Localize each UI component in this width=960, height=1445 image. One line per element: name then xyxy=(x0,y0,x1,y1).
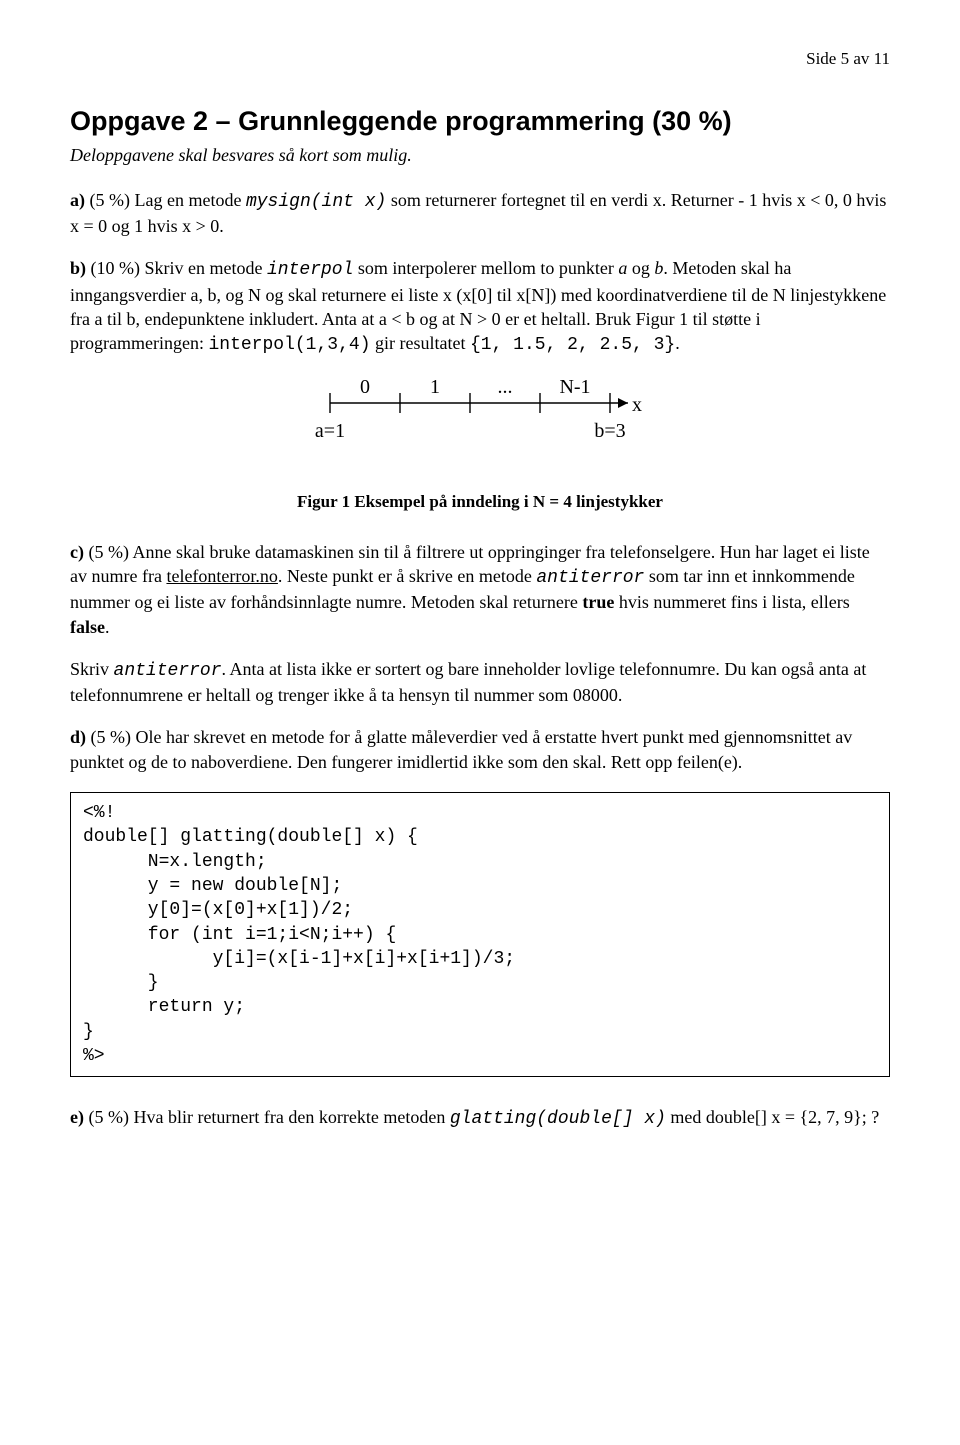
text: (5 %) Ole har skrevet en metode for å gl… xyxy=(70,727,852,771)
text: og xyxy=(627,258,654,278)
paragraph-c: c) (5 %) Anne skal bruke datamaskinen si… xyxy=(70,540,890,639)
link-text: telefonterror.no xyxy=(166,566,277,586)
text: som interpolerer mellom to punkter xyxy=(353,258,618,278)
paragraph-a: a) (5 %) Lag en metode mysign(int x) som… xyxy=(70,188,890,239)
paragraph-b: b) (10 %) Skriv en metode interpol som i… xyxy=(70,256,890,357)
bool-false: false xyxy=(70,617,105,637)
label-e: e) xyxy=(70,1107,84,1127)
paragraph-d: d) (5 %) Ole har skrevet en metode for å… xyxy=(70,725,890,774)
label-b: b) xyxy=(70,258,86,278)
svg-text:a=1: a=1 xyxy=(315,420,345,442)
svg-text:...: ... xyxy=(498,376,513,398)
code-inline: mysign(int x) xyxy=(246,192,386,212)
paragraph-e: e) (5 %) Hva blir returnert fra den korr… xyxy=(70,1105,890,1131)
text: med double[] x = {2, 7, 9}; ? xyxy=(666,1107,879,1127)
figure-caption: Figur 1 Eksempel på inndeling i N = 4 li… xyxy=(70,491,890,514)
code-inline: interpol(1,3,4) xyxy=(208,335,370,355)
text: (10 %) Skriv en metode xyxy=(86,258,267,278)
code-inline: antiterror xyxy=(114,661,222,681)
label-a: a) xyxy=(70,190,85,210)
svg-text:0: 0 xyxy=(360,376,370,398)
code-inline: antiterror xyxy=(536,568,644,588)
subtitle: Deloppgavene skal besvares så kort som m… xyxy=(70,143,890,167)
code-block: <%! double[] glatting(double[] x) { N=x.… xyxy=(70,792,890,1077)
paragraph-c2: Skriv antiterror. Anta at lista ikke er … xyxy=(70,657,890,708)
text: hvis nummeret fins i lista, ellers xyxy=(614,592,849,612)
svg-text:x: x xyxy=(632,394,642,416)
svg-text:N-1: N-1 xyxy=(559,376,590,398)
text: (5 %) Lag en metode xyxy=(85,190,246,210)
var-a: a xyxy=(618,258,627,278)
page-number: Side 5 av 11 xyxy=(70,48,890,71)
svg-text:b=3: b=3 xyxy=(594,420,625,442)
figure-1: 0 1... N-1 x a=1 b=3 Figur 1 Eksempel på innd… xyxy=(70,375,890,513)
text: . xyxy=(675,333,680,353)
label-c: c) xyxy=(70,542,84,562)
code-inline: {1, 1.5, 2, 2.5, 3} xyxy=(470,335,675,355)
text: Skriv xyxy=(70,659,114,679)
text: . Neste punkt er å skrive en metode xyxy=(278,566,536,586)
text: gir resultatet xyxy=(371,333,470,353)
page-title: Oppgave 2 – Grunnleggende programmering … xyxy=(70,103,890,139)
number-line-diagram: 0 1... N-1 x a=1 b=3 xyxy=(310,375,650,470)
bool-true: true xyxy=(582,592,614,612)
label-d: d) xyxy=(70,727,86,747)
svg-text:1: 1 xyxy=(430,376,440,398)
text: . xyxy=(105,617,110,637)
var-b: b xyxy=(654,258,663,278)
text: (5 %) Hva blir returnert fra den korrekt… xyxy=(84,1107,450,1127)
code-inline: glatting(double[] x) xyxy=(450,1109,666,1129)
code-inline: interpol xyxy=(267,260,353,280)
